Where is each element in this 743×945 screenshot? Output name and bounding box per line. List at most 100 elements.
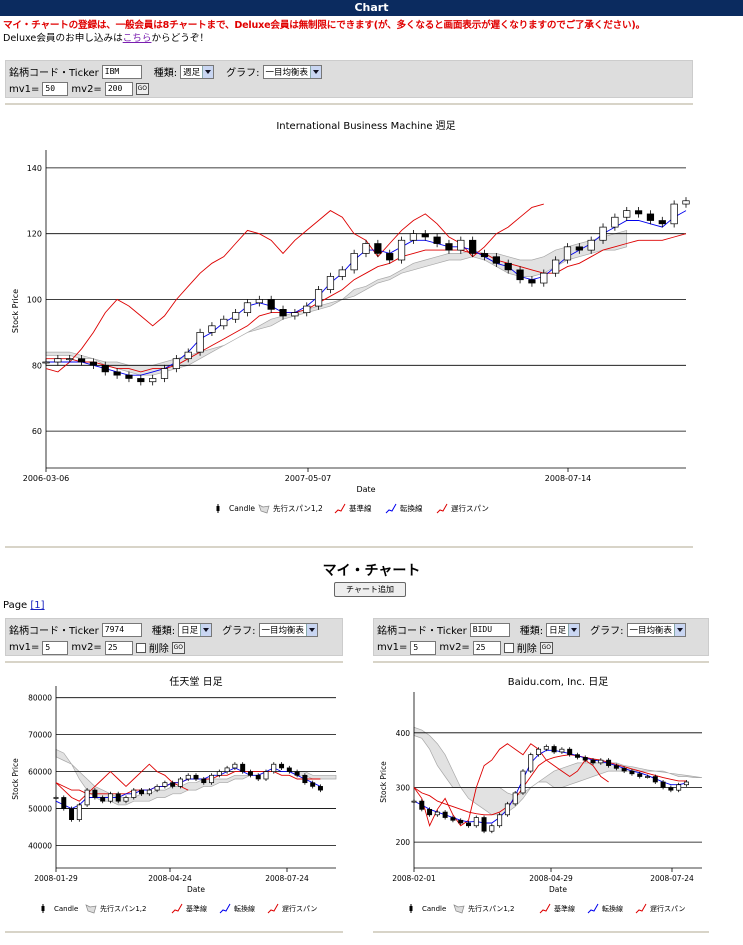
legend-kijun-icon <box>334 503 346 514</box>
add-chart-button[interactable]: チャート追加 <box>334 582 406 597</box>
candle-body <box>279 763 285 769</box>
go-button[interactable]: GO <box>539 641 553 654</box>
candle-body <box>575 246 583 251</box>
candle-body <box>676 784 682 791</box>
candle-body <box>201 778 207 784</box>
apply-link[interactable]: こちら <box>122 33 152 44</box>
sub-chart-form-2: 銘柄コード・Ticker BIDU 種類: 日足 グラフ: 一目均衡表 mv1=… <box>373 618 709 656</box>
y-tick-label: 80 <box>32 361 42 370</box>
type-select[interactable]: 日足 <box>178 622 213 637</box>
go-button[interactable]: GO <box>171 641 185 654</box>
legend-span: 先行スパン1,2 <box>468 904 514 913</box>
candle-body <box>101 364 109 373</box>
x-tick-label: 2008-07-24 <box>650 874 694 883</box>
legend-chikou-icon <box>436 503 448 514</box>
x-tick-label: 2006-03-06 <box>23 474 70 483</box>
graph-label: グラフ: <box>226 68 260 79</box>
candle-body <box>551 746 557 753</box>
x-axis-label: Date <box>549 885 567 894</box>
delete-checkbox[interactable] <box>503 642 514 653</box>
candle-body <box>267 299 275 310</box>
candle-body <box>611 216 619 228</box>
go-button[interactable]: GO <box>135 83 149 95</box>
candle-body <box>658 220 666 225</box>
x-tick-label: 2008-04-24 <box>148 874 192 883</box>
candle-body <box>69 808 75 821</box>
legend-kijun-icon <box>539 903 551 914</box>
x-tick-label: 2008-02-01 <box>392 874 436 883</box>
candle-body <box>303 305 311 313</box>
candle-body <box>374 243 382 254</box>
delete-label: 削除 <box>516 644 537 655</box>
chevron-down-icon <box>202 65 214 78</box>
chevron-down-icon <box>568 623 580 636</box>
graph-label: グラフ: <box>222 626 256 637</box>
mv2-label: mv2= <box>71 83 102 95</box>
mv1-label: mv1= <box>9 642 40 653</box>
candle-body <box>314 289 323 307</box>
legend-chikou-icon <box>267 903 279 914</box>
mv2-input[interactable]: 200 <box>104 82 133 96</box>
page-link-1[interactable]: [1] <box>30 600 45 611</box>
candle-body <box>457 239 465 251</box>
candle-body <box>131 789 137 798</box>
x-axis-label: Date <box>187 885 205 894</box>
ticker-input[interactable]: IBM <box>101 64 142 79</box>
candle-body <box>683 781 689 786</box>
candle-body <box>629 770 635 775</box>
candle-body <box>255 299 263 304</box>
candle-body <box>668 787 674 791</box>
mv1-input[interactable]: 5 <box>42 640 69 655</box>
mv1-input[interactable]: 50 <box>42 82 69 96</box>
sub-chart-form-1: 銘柄コード・Ticker 7974 種類: 日足 グラフ: 一目均衡表 mv1=… <box>5 618 343 656</box>
y-axis-label: Stock Price <box>11 758 20 800</box>
candle-body <box>302 774 308 784</box>
page-label: Page <box>3 600 28 611</box>
candle-body <box>433 236 441 244</box>
legend-kijun: 基準線 <box>554 904 575 913</box>
delete-checkbox[interactable] <box>135 642 146 653</box>
type-select[interactable]: 週足 <box>180 64 215 79</box>
graph-select[interactable]: 一目均衡表 <box>626 622 687 637</box>
candle-body <box>386 253 394 261</box>
ticker-label: 銘柄コード・Ticker <box>9 68 99 79</box>
x-axis-label: Date <box>356 485 375 494</box>
divider <box>5 931 343 933</box>
candle-body <box>208 325 216 333</box>
x-tick-label: 2008-04-29 <box>529 874 573 883</box>
ticker-input[interactable]: BIDU <box>469 622 510 637</box>
ticker-input[interactable]: 7974 <box>101 622 142 637</box>
mv1-input[interactable]: 5 <box>410 640 437 655</box>
y-tick-label: 120 <box>27 230 42 239</box>
candle-body <box>243 302 252 313</box>
ticker-label: 銘柄コード・Ticker <box>9 626 99 637</box>
candle-body <box>582 757 588 761</box>
candle-body <box>567 748 573 756</box>
mv2-input[interactable]: 25 <box>104 640 133 655</box>
candle-body <box>247 771 253 776</box>
candle-body <box>113 371 121 376</box>
divider <box>373 931 709 933</box>
candle-body <box>177 778 183 787</box>
graph-select[interactable]: 一目均衡表 <box>262 64 323 79</box>
deluxe-apply-text: Deluxe会員のお申し込みはこちらからどうぞ！ <box>3 30 209 44</box>
divider <box>5 661 343 663</box>
graph-value: 一目均衡表 <box>629 625 673 636</box>
candle-body <box>146 789 152 795</box>
mv2-label: mv2= <box>439 642 470 653</box>
candle-body <box>481 817 487 832</box>
tenkan-line <box>413 749 687 824</box>
membership-notice: マイ・チャートの登録は、一般会員は8チャートまで、Deluxe会員は無制限にでき… <box>3 20 645 31</box>
pagination: Page [1] <box>3 600 45 611</box>
candle-body <box>504 262 512 271</box>
candle-body <box>196 332 204 353</box>
candle-body <box>77 358 86 363</box>
type-value: 日足 <box>181 625 199 636</box>
candle-body <box>409 233 418 241</box>
graph-select[interactable]: 一目均衡表 <box>258 622 319 637</box>
candle-body <box>552 259 560 274</box>
candle-body <box>421 233 429 238</box>
type-select[interactable]: 日足 <box>546 622 581 637</box>
mv2-input[interactable]: 25 <box>472 640 501 655</box>
candle-body <box>458 819 464 824</box>
